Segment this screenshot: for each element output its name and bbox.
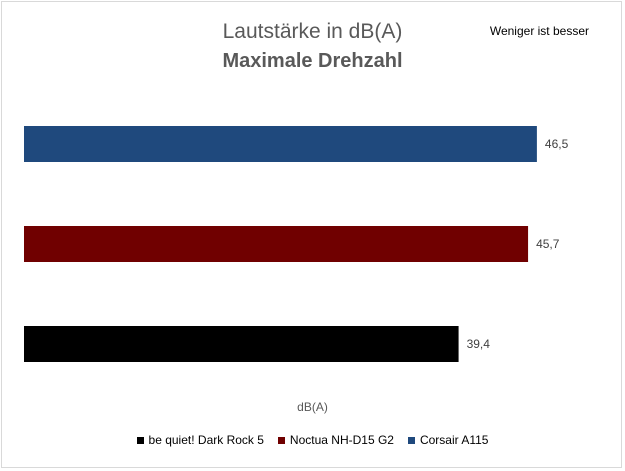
legend-item-corsair-a115: Corsair A115 xyxy=(407,433,489,447)
data-label: 46,5 xyxy=(545,137,569,151)
legend-label: be quiet! Dark Rock 5 xyxy=(148,433,264,447)
chart-subtitle: Maximale Drehzahl xyxy=(222,50,403,72)
chart-title: Lautstärke in dB(A) xyxy=(222,20,403,43)
legend-item-dark-rock-5: be quiet! Dark Rock 5 xyxy=(136,433,264,447)
bar-corsair-a115 xyxy=(24,126,537,162)
legend-swatch xyxy=(407,436,415,444)
legend-label: Noctua NH-D15 G2 xyxy=(289,433,394,447)
data-label: 39,4 xyxy=(467,337,491,351)
legend: be quiet! Dark Rock 5 Noctua NH-D15 G2 C… xyxy=(0,433,625,447)
bar-be-quiet-dark-rock-5 xyxy=(24,326,459,362)
legend-swatch xyxy=(277,436,285,444)
chart-note: Weniger ist besser xyxy=(489,24,589,38)
legend-swatch xyxy=(136,436,144,444)
legend-item-nh-d15-g2: Noctua NH-D15 G2 xyxy=(277,433,394,447)
bar-noctua-nh-d15-g2 xyxy=(24,226,529,262)
data-label: 45,7 xyxy=(536,237,560,251)
x-axis-label: dB(A) xyxy=(297,400,328,414)
legend-label: Corsair A115 xyxy=(419,433,489,447)
